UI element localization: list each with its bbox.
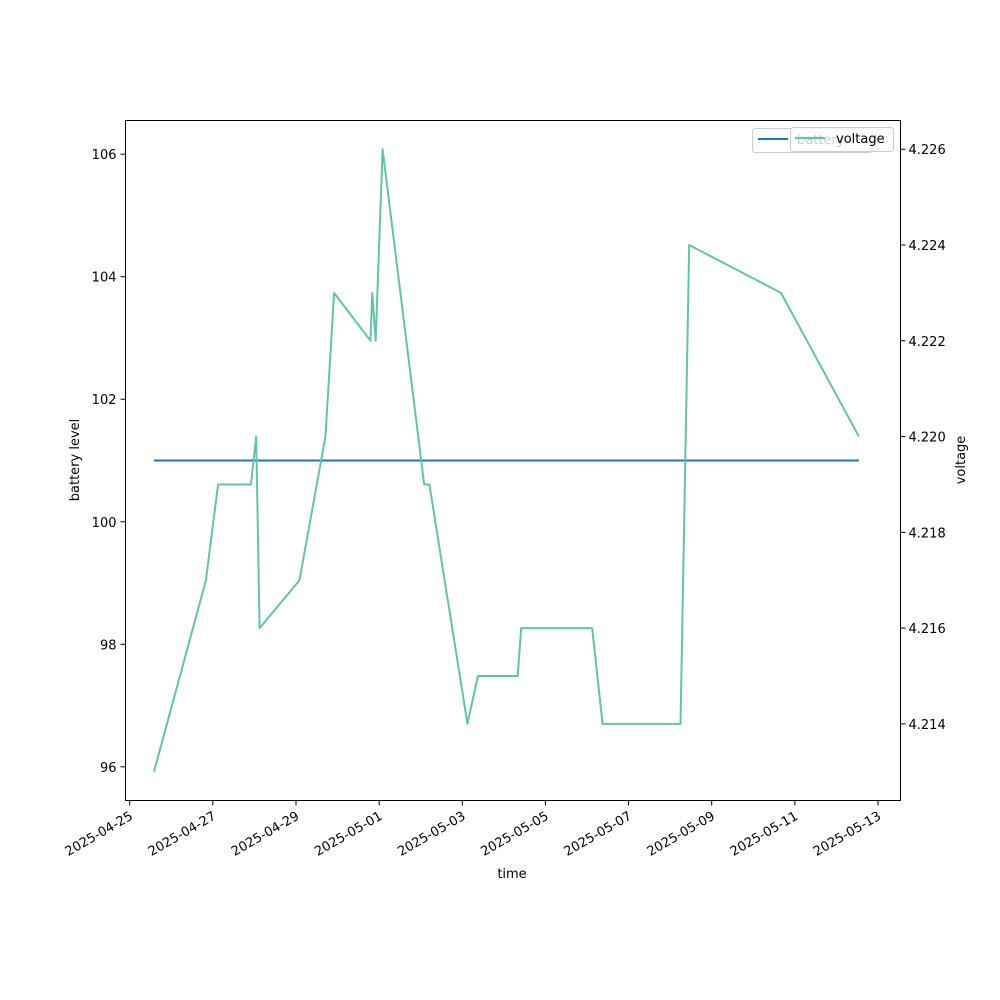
y-right-tick-label: 4.220: [909, 431, 946, 446]
x-tick-label: 2025-04-25: [63, 809, 136, 860]
x-tick-label: 2025-05-07: [562, 809, 635, 860]
y-left-tick-label: 106: [92, 148, 117, 163]
plot-frame: [125, 120, 901, 801]
y-right-tick-label: 4.216: [909, 622, 946, 637]
y-left-tick-label: 98: [100, 638, 117, 653]
plot-area: [152, 148, 860, 773]
y-right-tick-label: 4.226: [909, 143, 946, 158]
y-left-tick-label: 102: [92, 393, 117, 408]
y-right-tick-label: 4.214: [909, 718, 946, 733]
y-left-tick-label: 100: [92, 516, 117, 531]
legend-voltage-label: voltage: [836, 132, 885, 147]
y-right-tick-label: 4.218: [909, 526, 946, 541]
x-tick-label: 2025-05-01: [312, 809, 385, 860]
y-left-tick-label: 96: [100, 761, 117, 776]
x-tick-label: 2025-05-09: [645, 809, 718, 860]
x-tick-label: 2025-04-27: [146, 809, 219, 860]
x-tick-label: 2025-05-05: [478, 809, 551, 860]
x-tick-label: 2025-05-03: [395, 809, 468, 860]
y-axis-left-label: battery level: [68, 419, 83, 502]
y-axis-right-label: voltage: [954, 436, 969, 485]
y-right-tick-label: 4.222: [909, 335, 946, 350]
y-right-tick-label: 4.224: [909, 239, 946, 254]
x-tick-label: 2025-04-29: [229, 809, 302, 860]
legend-voltage: voltage: [790, 127, 894, 152]
x-tick-label: 2025-05-13: [811, 809, 884, 860]
axes: 2025-04-25 2025-04-27 2025-04-29 2025-05-01…: [63, 143, 946, 860]
x-tick-label: 2025-05-11: [728, 809, 801, 860]
legend-voltage-box: [790, 127, 894, 152]
x-axis-label: time: [497, 867, 526, 882]
series-line-voltage: [152, 148, 860, 773]
y-left-tick-label: 104: [92, 271, 117, 286]
